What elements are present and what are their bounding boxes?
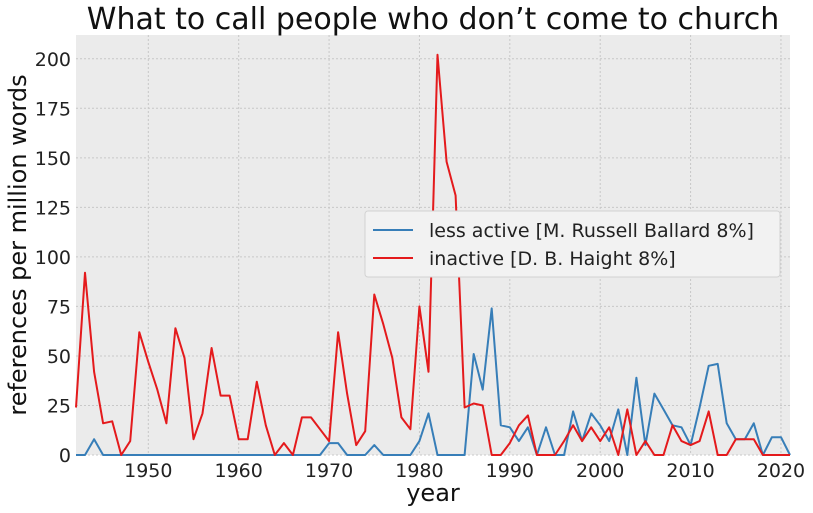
y-tick-label: 175 [35, 98, 71, 120]
chart-title: What to call people who don’t come to ch… [87, 2, 779, 37]
y-tick-label: 125 [35, 197, 71, 219]
y-axis-title: references per million words [4, 74, 32, 415]
legend-label-inactive: inactive [D. B. Haight 8%] [429, 248, 676, 270]
y-tick-label: 50 [47, 346, 71, 368]
legend-label-less-active: less active [M. Russell Ballard 8%] [429, 220, 754, 242]
x-tick-label: 1980 [395, 460, 443, 482]
y-tick-label: 0 [59, 445, 71, 467]
x-tick-label: 2010 [666, 460, 714, 482]
x-axis-title: year [406, 479, 460, 507]
legend: less active [M. Russell Ballard 8%] inac… [364, 210, 781, 278]
x-tick-label: 1960 [215, 460, 263, 482]
legend-box [364, 210, 781, 278]
x-tick-label: 1950 [124, 460, 172, 482]
y-tick-label: 150 [35, 148, 71, 170]
x-tick-label: 1970 [305, 460, 353, 482]
axis-ticks: 1950 1960 1970 1980 1990 2000 2010 2020 0 25 50 75 1… [35, 49, 805, 482]
series-line-less-active [76, 307, 791, 456]
x-tick-label: 2020 [757, 460, 805, 482]
y-tick-label: 100 [35, 247, 71, 269]
y-tick-label: 25 [47, 395, 71, 417]
y-tick-label: 75 [47, 296, 71, 318]
x-tick-label: 2000 [576, 460, 624, 482]
x-tick-label: 1990 [486, 460, 534, 482]
y-tick-label: 200 [35, 49, 71, 71]
